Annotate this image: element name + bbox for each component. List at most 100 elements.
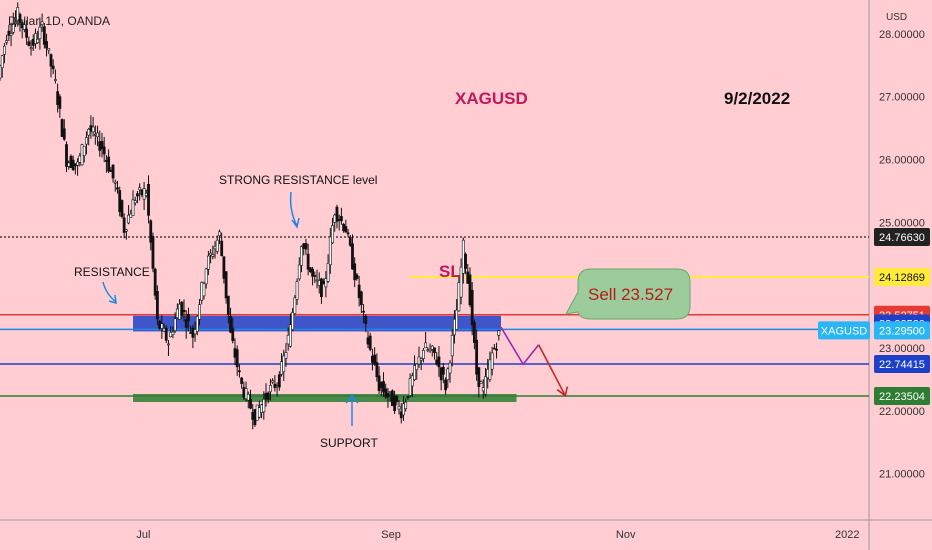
candle-body: [448, 362, 452, 374]
candle-body: [36, 38, 40, 43]
strong-resistance-arrow: [289, 191, 298, 227]
candle-body: [297, 264, 301, 280]
candle-body: [27, 41, 31, 46]
candle-body: [171, 331, 175, 336]
candle-body: [375, 362, 379, 378]
candle-body: [342, 224, 346, 232]
candle-body: [422, 350, 425, 359]
candle-body: [326, 262, 330, 282]
price-tick-label: 21.00000: [879, 469, 925, 481]
candle-body: [47, 48, 51, 51]
support-green-tag: [874, 387, 930, 406]
resistance-zone: [133, 315, 502, 332]
candle-body: [382, 381, 385, 393]
candle-body: [122, 217, 126, 233]
candle-body: [102, 146, 106, 155]
candle-body: [167, 343, 170, 346]
candle-body: [293, 297, 297, 315]
price-tags: 24.7663024.1286923.5275123.3252023.29500…: [818, 227, 930, 406]
chart-title-annotation: XAGUSD: [455, 89, 528, 108]
price-tick-label: 23.00000: [879, 343, 925, 355]
time-tick-label: Sep: [381, 529, 401, 541]
sl-level-tag: [874, 268, 930, 287]
candle-body: [351, 243, 354, 270]
candle-body: [131, 199, 135, 216]
candle-body: [366, 337, 370, 345]
candle-body: [308, 267, 312, 272]
strong-resistance-arrowhead: [291, 217, 300, 229]
candle-body: [211, 254, 215, 257]
time-tick-label: Nov: [616, 529, 636, 541]
candle-body: [455, 309, 459, 330]
candle-body: [393, 395, 396, 411]
resistance-arrowhead: [108, 294, 117, 305]
candle-body: [140, 189, 144, 196]
candle-body: [300, 246, 303, 266]
candle-body: [475, 339, 479, 375]
candle-body: [11, 23, 15, 33]
candle-body: [262, 398, 266, 413]
candle-body: [419, 358, 423, 361]
candle-body: [198, 304, 201, 320]
price-tick-label: 27.00000: [879, 92, 925, 104]
candle-body: [331, 225, 334, 244]
candle-body: [235, 349, 239, 368]
candle-body: [397, 406, 401, 410]
candle-body: [490, 352, 494, 370]
candle-body: [246, 393, 250, 401]
current-price-tag-label: 23.29500: [879, 325, 925, 337]
candle-body: [324, 278, 328, 288]
sell-callout: [565, 268, 691, 320]
candle-body: [311, 268, 314, 277]
price-tick-label: 28.00000: [879, 29, 925, 41]
symbol-price-tag-label: XAGUSD: [821, 325, 868, 337]
candle-body: [461, 239, 465, 274]
candle-body: [406, 396, 410, 398]
candle-body: [195, 316, 199, 332]
candle-body: [399, 411, 403, 419]
candle-body: [87, 129, 91, 136]
candle-body: [67, 162, 71, 167]
candle-body: [271, 380, 275, 383]
support-green-tag-label: 22.23504: [879, 391, 925, 403]
candle-body: [34, 33, 37, 44]
candle-body: [481, 387, 485, 392]
candle-body: [464, 253, 467, 269]
candle-body: [42, 26, 46, 45]
candle-body: [175, 308, 179, 318]
candle-body: [109, 170, 113, 172]
candle-body: [379, 382, 383, 388]
candle-body: [317, 280, 321, 286]
candle-body: [218, 231, 221, 237]
date-annotation: 9/2/2022: [724, 89, 790, 108]
candle-body: [260, 404, 263, 413]
candle-body: [408, 378, 412, 396]
projection-arrowhead: [556, 386, 569, 398]
candle-body: [484, 376, 487, 395]
candle-body: [160, 323, 164, 329]
candle-body: [193, 329, 197, 335]
candle-body: [457, 282, 461, 312]
candle-body: [96, 132, 99, 138]
candle-body: [215, 239, 219, 252]
candle-body: [291, 312, 295, 330]
candle-body: [22, 24, 26, 30]
candle-body: [242, 387, 246, 398]
candle-body: [82, 145, 86, 156]
candle-body: [428, 348, 432, 352]
candle-body: [388, 391, 392, 393]
candle-body: [322, 281, 326, 285]
candle-body: [477, 367, 481, 388]
candle-body: [3, 45, 6, 55]
candle-body: [200, 282, 204, 301]
candle-body: [153, 268, 157, 296]
current-price-tag: [874, 321, 930, 340]
candle-body: [426, 349, 430, 352]
candle-body: [257, 407, 261, 418]
support-zone: [133, 394, 517, 403]
candle-body: [173, 318, 177, 331]
candle-body: [93, 134, 97, 136]
candle-body: [147, 183, 150, 216]
time-tick-label: Jul: [136, 529, 150, 541]
